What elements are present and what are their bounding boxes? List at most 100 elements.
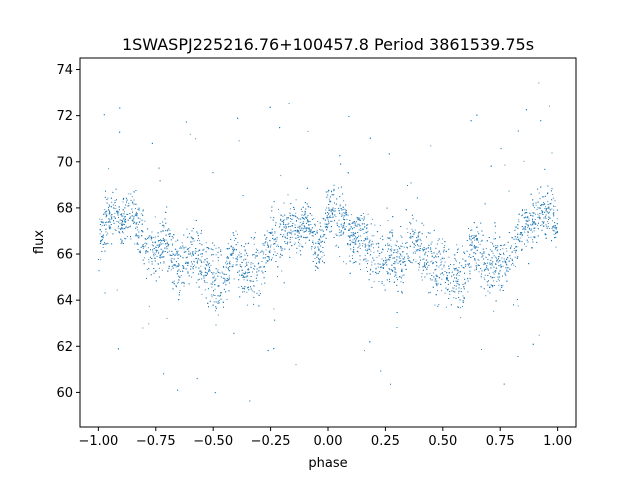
data-point bbox=[415, 252, 416, 254]
data-point bbox=[104, 222, 106, 224]
data-point bbox=[188, 233, 190, 235]
data-point bbox=[246, 264, 247, 266]
data-point bbox=[422, 248, 424, 250]
data-point bbox=[289, 256, 291, 258]
data-point bbox=[355, 261, 357, 263]
data-point bbox=[212, 304, 214, 306]
data-point bbox=[493, 273, 495, 275]
data-point bbox=[286, 234, 288, 236]
data-point bbox=[174, 254, 176, 256]
data-point bbox=[350, 232, 352, 234]
data-point bbox=[366, 236, 368, 238]
data-point bbox=[415, 261, 417, 263]
data-point bbox=[135, 235, 136, 237]
data-point bbox=[530, 214, 532, 216]
data-point bbox=[429, 273, 431, 275]
data-point bbox=[433, 229, 435, 231]
data-point bbox=[185, 268, 187, 270]
data-point bbox=[387, 220, 389, 222]
data-point bbox=[298, 241, 299, 243]
data-point bbox=[516, 246, 518, 248]
data-point bbox=[328, 212, 330, 214]
data-point bbox=[112, 204, 114, 206]
data-point bbox=[214, 284, 216, 286]
data-point bbox=[297, 226, 299, 228]
data-point bbox=[329, 196, 331, 198]
data-point bbox=[358, 245, 360, 247]
data-point bbox=[418, 249, 420, 251]
data-point bbox=[537, 216, 539, 218]
data-point bbox=[336, 222, 338, 224]
data-point bbox=[242, 195, 244, 197]
data-point bbox=[168, 228, 170, 230]
data-point bbox=[314, 251, 316, 253]
data-point bbox=[287, 194, 289, 196]
data-point bbox=[300, 235, 302, 237]
data-point bbox=[431, 260, 433, 262]
data-point bbox=[280, 218, 282, 220]
data-point bbox=[253, 254, 255, 255]
data-point bbox=[504, 262, 506, 264]
data-point bbox=[250, 262, 252, 264]
data-point bbox=[196, 251, 198, 253]
data-point bbox=[396, 277, 398, 278]
data-point bbox=[268, 256, 270, 258]
data-point bbox=[456, 282, 458, 284]
data-point bbox=[111, 201, 113, 203]
data-point bbox=[455, 259, 456, 261]
data-point bbox=[549, 211, 551, 213]
data-point bbox=[170, 269, 172, 271]
data-point bbox=[303, 231, 305, 233]
data-point bbox=[198, 250, 199, 252]
data-point bbox=[457, 283, 459, 285]
data-point bbox=[526, 231, 528, 233]
data-point bbox=[208, 248, 210, 250]
data-point bbox=[342, 214, 344, 216]
data-point bbox=[487, 259, 489, 261]
data-point bbox=[551, 240, 552, 242]
data-point bbox=[316, 231, 318, 233]
data-point bbox=[548, 206, 550, 208]
data-point bbox=[471, 244, 473, 246]
data-point bbox=[142, 209, 144, 211]
data-point bbox=[186, 256, 188, 258]
data-point bbox=[365, 245, 367, 247]
data-point bbox=[302, 229, 304, 231]
data-point bbox=[142, 247, 144, 249]
data-point bbox=[241, 261, 243, 263]
data-point bbox=[484, 279, 486, 281]
data-point bbox=[412, 233, 414, 235]
data-point bbox=[349, 272, 351, 274]
data-point bbox=[263, 253, 264, 255]
data-point bbox=[212, 260, 214, 262]
data-point bbox=[196, 231, 198, 233]
data-point bbox=[453, 297, 455, 299]
data-point bbox=[328, 198, 330, 200]
data-point bbox=[429, 291, 431, 293]
data-point bbox=[302, 217, 304, 219]
data-point bbox=[228, 269, 229, 271]
data-point bbox=[458, 287, 460, 289]
data-point bbox=[293, 208, 295, 210]
data-point bbox=[360, 235, 362, 237]
data-point bbox=[178, 275, 180, 277]
data-point bbox=[129, 216, 131, 218]
data-point bbox=[283, 282, 285, 284]
data-point bbox=[161, 225, 163, 227]
data-point bbox=[530, 193, 532, 195]
data-point bbox=[437, 305, 439, 307]
data-point bbox=[305, 237, 307, 239]
data-point bbox=[324, 226, 326, 228]
data-point bbox=[478, 264, 479, 266]
data-point bbox=[275, 240, 277, 242]
data-point bbox=[515, 236, 517, 238]
data-point bbox=[464, 282, 466, 284]
data-point bbox=[105, 243, 107, 245]
data-point bbox=[544, 195, 546, 197]
data-point bbox=[183, 267, 185, 269]
data-point bbox=[121, 215, 123, 217]
data-point bbox=[243, 291, 245, 293]
data-point bbox=[481, 349, 482, 350]
data-point bbox=[314, 225, 316, 227]
data-point bbox=[188, 250, 190, 252]
